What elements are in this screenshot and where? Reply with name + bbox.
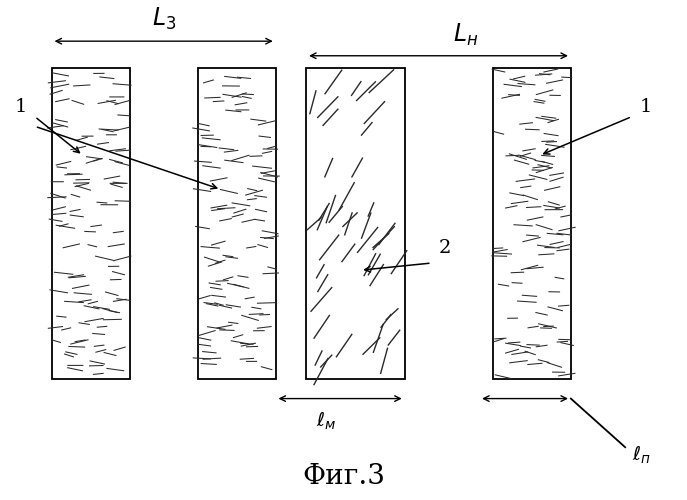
- Text: $\ell_м$: $\ell_м$: [317, 410, 337, 432]
- Text: 1: 1: [640, 98, 652, 116]
- Text: 1: 1: [15, 98, 27, 116]
- Text: Фиг.3: Фиг.3: [302, 463, 385, 490]
- Bar: [52, 68, 130, 379]
- Text: $L_3$: $L_3$: [152, 6, 176, 32]
- Text: 2: 2: [439, 240, 451, 258]
- Bar: [306, 68, 405, 379]
- Bar: [493, 68, 571, 379]
- Text: $\ell_п$: $\ell_п$: [632, 444, 651, 466]
- Text: $L_н$: $L_н$: [453, 22, 478, 48]
- Bar: [198, 68, 275, 379]
